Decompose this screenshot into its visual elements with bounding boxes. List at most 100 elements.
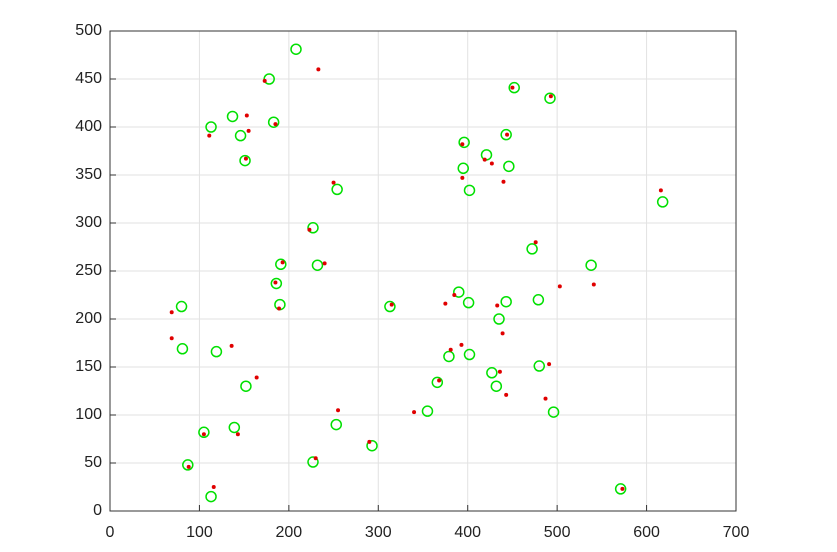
dot-marker: [658, 188, 663, 193]
x-tick-label: 600: [633, 524, 660, 541]
x-tick-label: 0: [106, 524, 115, 541]
dot-marker: [273, 122, 278, 127]
x-tick-label: 400: [454, 524, 481, 541]
dot-marker: [510, 85, 515, 90]
circle-marker: [228, 421, 241, 434]
dot-marker: [280, 260, 285, 265]
circle-marker: [547, 406, 560, 418]
circle-marker: [453, 286, 465, 298]
y-tick-label: 400: [75, 118, 102, 135]
x-tick-label: 100: [186, 524, 213, 541]
dot-marker: [313, 456, 318, 461]
x-tick-label: 500: [544, 524, 571, 541]
plot-frame: [109, 30, 737, 512]
dot-marker: [501, 179, 506, 184]
dot-marker: [277, 306, 282, 311]
circle-marker: [486, 367, 498, 379]
y-tick-label: 50: [84, 454, 102, 471]
circle-marker: [239, 154, 251, 167]
dot-marker: [443, 301, 448, 306]
circle-marker: [585, 259, 597, 271]
circle-marker: [176, 343, 189, 355]
y-tick-label: 100: [75, 406, 102, 423]
dot-marker: [591, 282, 596, 287]
circle-marker: [240, 380, 252, 392]
dot-marker: [557, 284, 562, 289]
circle-marker: [421, 405, 434, 417]
circle-marker: [656, 196, 669, 208]
dot-marker: [543, 396, 548, 401]
dot-marker: [243, 156, 248, 161]
circle-marker: [500, 295, 512, 308]
circle-marker: [500, 128, 512, 141]
dot-marker: [548, 94, 553, 99]
circle-marker: [205, 490, 217, 503]
circle-marker: [544, 92, 556, 104]
circle-marker: [234, 129, 247, 142]
dot-marker: [207, 133, 212, 138]
dot-marker: [500, 331, 505, 336]
dot-marker: [367, 439, 372, 444]
circle-marker: [205, 121, 217, 133]
dot-marker: [235, 432, 240, 437]
dot-marker: [169, 310, 174, 315]
circle-marker: [532, 294, 545, 306]
circle-marker: [331, 183, 343, 196]
dot-marker: [482, 157, 487, 162]
dot-marker: [316, 67, 321, 72]
dot-marker: [254, 375, 259, 380]
circle-marker: [307, 456, 319, 468]
x-tick-label: 200: [276, 524, 303, 541]
dot-marker: [244, 113, 249, 118]
circle-marker: [210, 345, 223, 358]
dot-marker: [460, 142, 465, 147]
dot-marker: [262, 78, 267, 83]
dot-marker: [620, 486, 625, 491]
circle-marker: [614, 483, 627, 495]
x-tick-label: 700: [723, 524, 750, 541]
dot-marker: [448, 347, 453, 352]
y-tick-label: 300: [75, 214, 102, 231]
circle-marker: [182, 459, 194, 471]
circle-marker: [270, 277, 283, 290]
circle-marker: [457, 162, 469, 175]
circle-marker: [533, 360, 546, 372]
dot-marker: [412, 410, 417, 415]
circle-marker: [526, 243, 538, 255]
circle-marker: [493, 313, 505, 325]
dot-marker: [307, 227, 312, 232]
y-tick-label: 500: [75, 22, 102, 39]
circle-marker: [307, 222, 319, 234]
y-tick-label: 0: [93, 502, 102, 519]
dot-marker: [322, 261, 327, 266]
dot-marker: [169, 336, 174, 341]
dot-marker: [246, 128, 251, 133]
dot-marker: [489, 161, 494, 166]
dot-marker: [201, 432, 206, 437]
circle-marker: [490, 380, 503, 392]
y-tick-label: 200: [75, 310, 102, 327]
dot-marker: [452, 293, 457, 297]
dot-marker: [533, 240, 538, 245]
circle-marker: [458, 136, 470, 149]
circle-marker: [384, 300, 396, 313]
circle-marker: [443, 350, 455, 363]
circle-marker: [463, 348, 476, 361]
dot-marker: [547, 362, 552, 367]
circle-marker: [175, 300, 188, 313]
y-tick-label: 250: [75, 262, 102, 279]
dot-marker: [504, 392, 509, 397]
circle-marker: [290, 43, 302, 55]
circle-marker: [431, 376, 444, 389]
circle-marker: [330, 418, 343, 431]
circle-marker: [508, 81, 520, 94]
dot-marker: [497, 369, 502, 374]
y-tick-label: 450: [75, 70, 102, 87]
circle-marker: [267, 116, 280, 128]
y-tick-label: 350: [75, 166, 102, 183]
dot-marker: [389, 302, 394, 307]
circle-marker: [366, 439, 378, 452]
circle-marker: [226, 110, 239, 123]
circle-marker: [275, 258, 287, 271]
